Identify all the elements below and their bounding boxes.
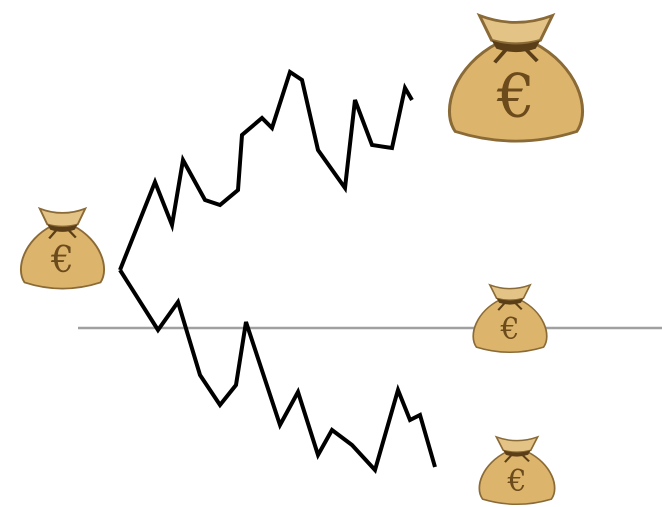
money-bag: € [473,285,547,352]
currency-symbol: € [499,312,519,347]
illustration: € € € € [0,0,662,507]
currency-symbol: € [50,240,74,281]
currency-symbol: € [496,62,535,132]
money-bag: € [449,16,582,142]
page: €€€€ (() => { const data = JSON.parse(do… [0,0,662,507]
money-bag: € [21,209,104,289]
rising-path [120,72,412,270]
currency-symbol: € [506,464,526,499]
bags: € € € € [21,16,583,505]
falling-path [120,270,435,470]
money-bag: € [479,437,554,504]
